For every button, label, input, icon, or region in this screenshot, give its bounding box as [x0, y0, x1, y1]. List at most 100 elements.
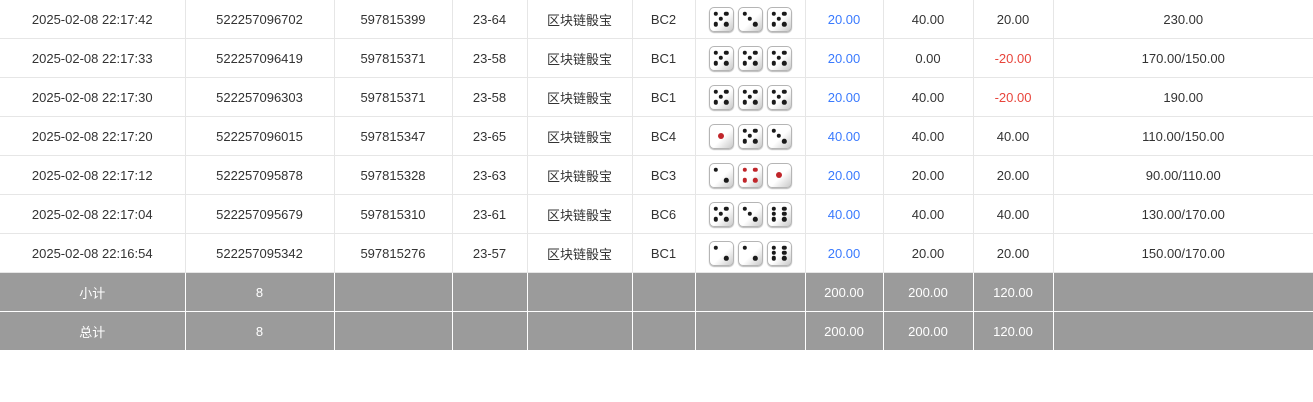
die-pip: [747, 94, 753, 100]
summary-blank-table: [632, 311, 696, 351]
summary-row: 总计 8 200.00 200.00 120.00: [0, 311, 1313, 351]
die-pip: [771, 245, 776, 250]
cell-order-number: 522257095878: [185, 155, 335, 195]
die-pip: [771, 50, 776, 55]
die-pip: [782, 89, 787, 94]
table-row[interactable]: 2025-02-08 22:17:12 522257095878 597815328…: [0, 155, 1313, 195]
die-pip: [771, 61, 776, 66]
dice-group: [700, 240, 801, 266]
cell-round-number-value: 23-63: [472, 167, 507, 183]
die-pip: [713, 11, 718, 16]
table-row[interactable]: 2025-02-08 22:17:20 522257096015 597815347…: [0, 116, 1313, 156]
cell-table-code: BC1: [632, 77, 696, 117]
die-pip: [713, 22, 718, 27]
summary-count: 8: [185, 311, 335, 351]
die-face-5: [708, 6, 734, 32]
dice-group: [700, 84, 801, 110]
cell-table-code-value: BC1: [650, 89, 677, 105]
cell-bet-time: 2025-02-08 22:17:30: [0, 77, 186, 117]
die-pip: [771, 128, 776, 133]
table-row[interactable]: 2025-02-08 22:17:33 522257096419 597815371…: [0, 38, 1313, 78]
summary-blank-round: [452, 272, 528, 312]
die-pip: [747, 133, 753, 139]
die-pip: [713, 206, 718, 211]
die-pip: [776, 172, 782, 178]
cell-win-loss: 20.00: [973, 0, 1054, 39]
cell-game-name: 区块链骰宝: [527, 194, 633, 234]
cell-game-name: 区块链骰宝: [527, 0, 633, 39]
summary-bet-amount-value: 200.00: [824, 323, 864, 339]
table-row[interactable]: 2025-02-08 22:16:54 522257095342 597815276…: [0, 233, 1313, 273]
cell-table-code-value: BC2: [650, 11, 677, 27]
cell-valid-amount-value: 20.00: [911, 167, 945, 183]
die-pip: [742, 100, 747, 105]
die-pip: [742, 206, 747, 211]
cell-table-code: BC4: [632, 116, 696, 156]
die-pip: [753, 100, 758, 105]
summary-count-value: 8: [255, 284, 264, 300]
die-pip: [713, 61, 718, 66]
die-pip: [713, 89, 718, 94]
cell-game-name-value: 区块链骰宝: [546, 207, 612, 223]
cell-game-name-value: 区块链骰宝: [546, 246, 612, 262]
cell-dice-result: [695, 194, 806, 234]
cell-balance: 90.00/110.00: [1053, 155, 1313, 195]
die-pip: [753, 128, 758, 133]
die-pip: [753, 61, 758, 66]
die-pip: [753, 167, 758, 172]
cell-game-name: 区块链骰宝: [527, 155, 633, 195]
cell-issue-number-value: 597815276: [360, 245, 426, 261]
die-pip: [724, 217, 729, 222]
cell-round-number: 23-61: [452, 194, 528, 234]
cell-order-number: 522257096419: [185, 38, 335, 78]
die-pip: [782, 11, 787, 16]
cell-win-loss: 40.00: [973, 116, 1054, 156]
summary-bet-amount: 200.00: [805, 272, 884, 312]
table-row[interactable]: 2025-02-08 22:17:04 522257095679 597815310…: [0, 194, 1313, 234]
die-face-3: [737, 201, 763, 227]
die-pip: [713, 245, 718, 250]
cell-round-number-value: 23-57: [472, 245, 507, 261]
cell-issue-number: 597815276: [334, 233, 453, 273]
die-pip: [742, 178, 747, 183]
die-pip: [742, 128, 747, 133]
table-row[interactable]: 2025-02-08 22:17:42 522257096702 597815399…: [0, 0, 1313, 39]
summary-blank-balance: [1053, 311, 1313, 351]
die-pip: [782, 217, 787, 222]
die-pip: [724, 256, 729, 261]
dice-group: [700, 201, 801, 227]
die-pip: [742, 89, 747, 94]
cell-bet-time-value: 2025-02-08 22:17:42: [31, 11, 153, 27]
cell-table-code-value: BC6: [650, 206, 677, 222]
cell-round-number: 23-64: [452, 0, 528, 39]
die-face-4: [737, 162, 763, 188]
cell-dice-result: [695, 0, 806, 39]
cell-valid-amount-value: 40.00: [911, 89, 945, 105]
die-pip: [753, 256, 758, 261]
die-pip: [771, 206, 776, 211]
summary-win-loss: 120.00: [973, 272, 1054, 312]
cell-bet-amount-value: 20.00: [827, 245, 861, 261]
die-pip: [742, 11, 747, 16]
cell-valid-amount: 40.00: [883, 0, 974, 39]
cell-balance-value: 150.00/170.00: [1141, 245, 1225, 261]
die-pip: [771, 100, 776, 105]
cell-valid-amount-value: 40.00: [911, 206, 945, 222]
cell-bet-amount: 20.00: [805, 155, 884, 195]
die-pip: [771, 217, 776, 222]
cell-bet-time-value: 2025-02-08 22:17:30: [31, 89, 153, 105]
cell-bet-time: 2025-02-08 22:17:20: [0, 116, 186, 156]
cell-issue-number-value: 597815399: [360, 11, 426, 27]
bet-records-table: 2025-02-08 22:17:42 522257096702 597815399…: [0, 0, 1313, 351]
cell-order-number: 522257095679: [185, 194, 335, 234]
cell-dice-result: [695, 116, 806, 156]
cell-order-number: 522257096702: [185, 0, 335, 39]
table-row[interactable]: 2025-02-08 22:17:30 522257096303 597815371…: [0, 77, 1313, 117]
cell-balance: 170.00/150.00: [1053, 38, 1313, 78]
cell-valid-amount: 20.00: [883, 233, 974, 273]
summary-label-value: 小计: [79, 285, 106, 301]
cell-round-number-value: 23-58: [472, 89, 507, 105]
die-pip: [724, 11, 729, 16]
die-pip: [776, 94, 782, 100]
summary-label: 总计: [0, 311, 186, 351]
